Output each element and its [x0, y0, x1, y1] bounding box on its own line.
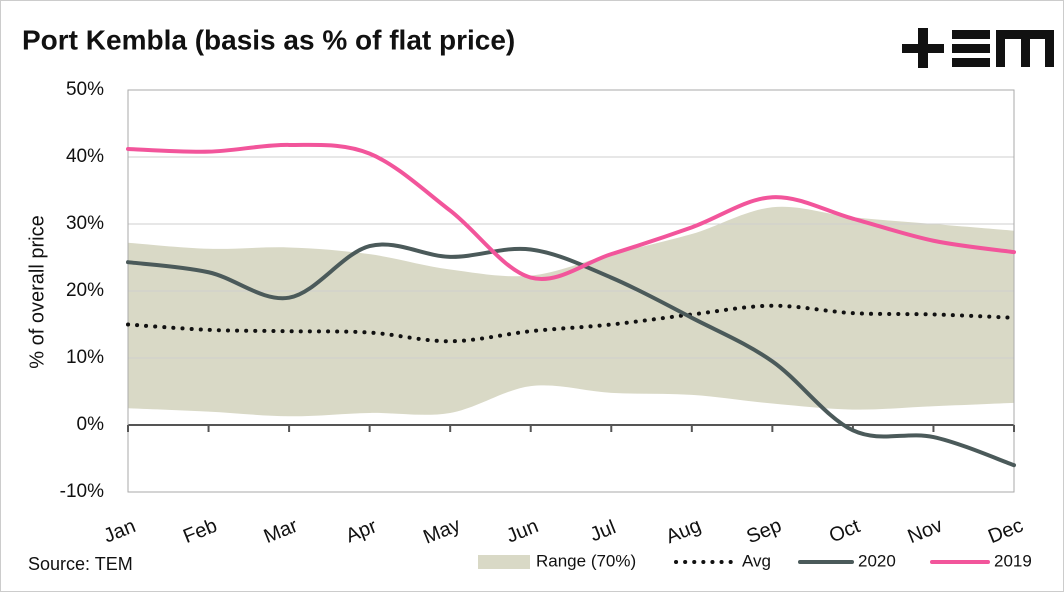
- y-tick-label: 30%: [66, 213, 104, 234]
- y-tick-label: -10%: [60, 481, 104, 502]
- y-tick-label: 50%: [66, 79, 104, 100]
- legend-label: Range (70%): [536, 551, 636, 570]
- y-tick-label: 10%: [66, 347, 104, 368]
- y-tick-label: 0%: [77, 414, 105, 435]
- y-tick-label: 20%: [66, 280, 104, 301]
- logo: [902, 28, 1054, 68]
- legend-label: Avg: [742, 551, 771, 570]
- line-avg: [126, 303, 1016, 344]
- source: Source: TEM: [28, 554, 133, 574]
- range-area: [128, 206, 1014, 417]
- legend-swatch: [478, 555, 530, 569]
- line-2019: [126, 142, 1016, 281]
- plot-border: [127, 89, 1015, 493]
- line-2020: [126, 242, 1016, 468]
- legend-label: 2019: [994, 551, 1032, 570]
- chart-title: Port Kembla (basis as % of flat price): [22, 24, 515, 55]
- legend-label: 2020: [858, 551, 896, 570]
- y-axis-label: % of overall price: [26, 215, 48, 368]
- y-tick-label: 40%: [66, 146, 104, 167]
